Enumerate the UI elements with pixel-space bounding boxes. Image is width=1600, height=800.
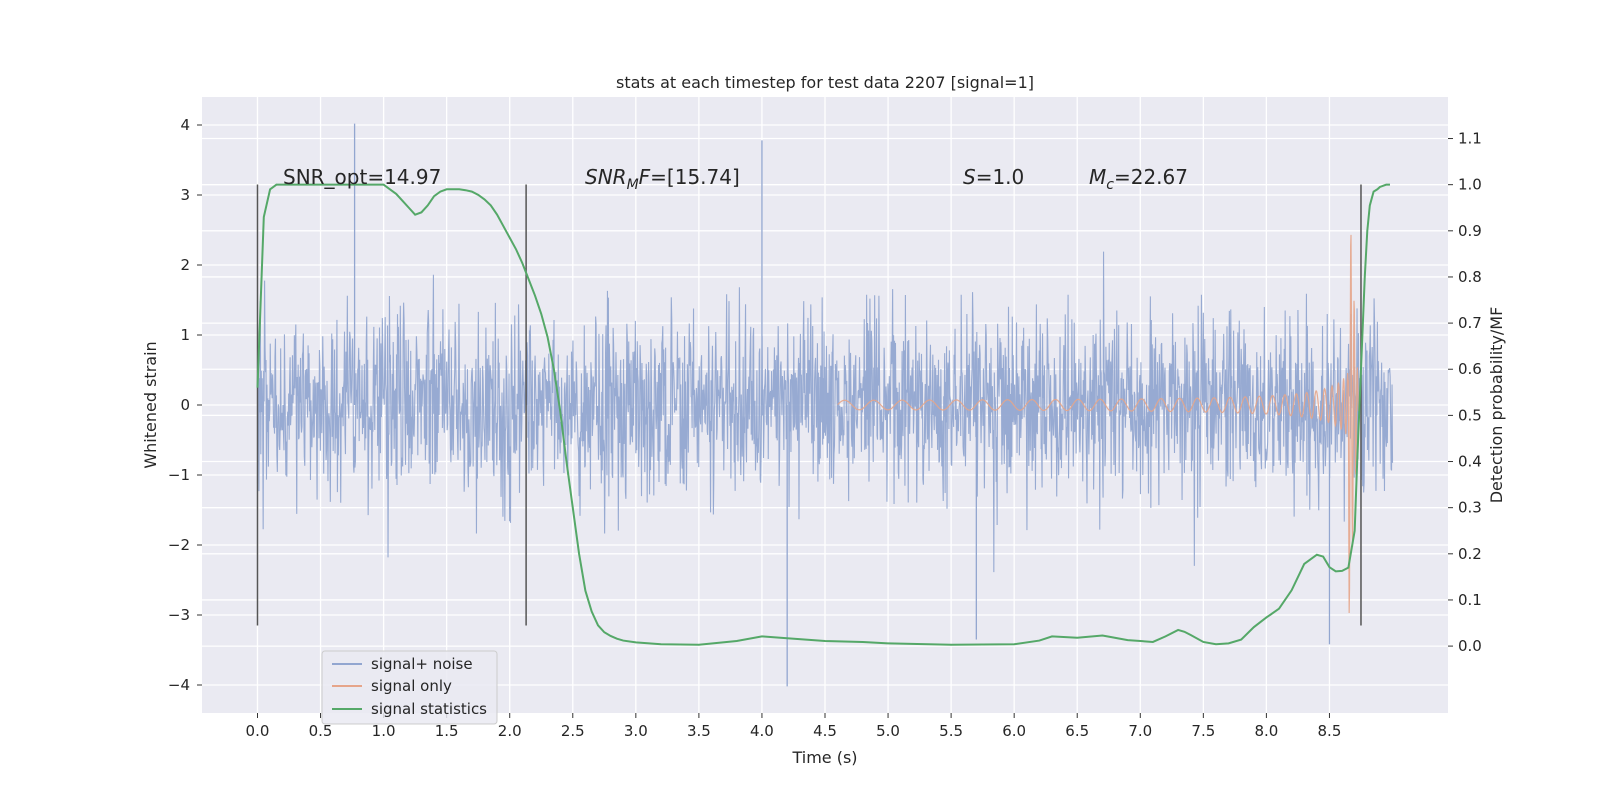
x-tick-label: 1.0 bbox=[372, 722, 396, 740]
x-axis-label: Time (s) bbox=[791, 748, 857, 767]
y-left-tick-label: −1 bbox=[168, 466, 190, 484]
x-tick-label: 7.0 bbox=[1128, 722, 1152, 740]
signal-statistics-line bbox=[256, 183, 1390, 646]
annotation-snr-mf-sub: M bbox=[627, 177, 639, 193]
y-right-tick-label: 1.1 bbox=[1458, 130, 1482, 148]
x-tick-label: 0.0 bbox=[246, 722, 270, 740]
y-right-tick-label: 0.1 bbox=[1458, 591, 1482, 609]
x-tick-label: 2.5 bbox=[561, 722, 585, 740]
y-left-tick-label: 3 bbox=[180, 186, 190, 204]
legend-label-signal-statistics: signal statistics bbox=[371, 700, 487, 718]
y-axis-left-label: Whitened strain bbox=[141, 341, 160, 468]
annotation-s-base: S bbox=[963, 165, 976, 189]
annotation-snr-mf-tail: F bbox=[639, 165, 651, 189]
y-right-tick-label: 1.0 bbox=[1458, 176, 1482, 194]
legend-label-signal-only: signal only bbox=[371, 677, 452, 695]
x-tick-label: 8.5 bbox=[1318, 722, 1342, 740]
x-tick-label: 4.0 bbox=[750, 722, 774, 740]
y-right-tick-label: 0.8 bbox=[1458, 268, 1482, 286]
y-left-tick-label: 2 bbox=[180, 256, 190, 274]
event-markers bbox=[256, 184, 1362, 626]
x-tick-label: 5.5 bbox=[939, 722, 963, 740]
x-tick-label: 3.0 bbox=[624, 722, 648, 740]
y-right-tick-label: 0.4 bbox=[1458, 453, 1482, 471]
y-right-tick-label: 0.9 bbox=[1458, 222, 1482, 240]
y-left-tick-label: −4 bbox=[168, 676, 190, 694]
signal-noise-series bbox=[256, 123, 1394, 687]
y-left-tick-label: −3 bbox=[168, 606, 190, 624]
x-axis: 0.0 0.5 1.0 1.5 2.0 2.5 3.0 3.5 4.0 4.5 5.0 5.5 6.0 6… bbox=[246, 713, 1342, 740]
x-tick-label: 4.5 bbox=[813, 722, 837, 740]
y-left-tick-label: 1 bbox=[180, 326, 190, 344]
y-right-tick-label: 0.6 bbox=[1458, 360, 1482, 378]
y-right-tick-label: 0.3 bbox=[1458, 499, 1482, 517]
x-tick-label: 0.5 bbox=[309, 722, 333, 740]
legend-label-signal-noise: signal+ noise bbox=[371, 655, 473, 673]
x-tick-label: 2.0 bbox=[498, 722, 522, 740]
signal-only-series bbox=[837, 234, 1360, 613]
annotation-mc-value: =22.67 bbox=[1114, 165, 1188, 189]
signal-noise-line bbox=[256, 251, 1394, 573]
y-axis-right: 1.1 1.0 0.9 0.8 0.7 0.6 0.5 0.4 0.3 0.2 0.1 0.0 bbox=[1448, 130, 1482, 655]
x-tick-label: 5.0 bbox=[876, 722, 900, 740]
y-left-tick-label: −2 bbox=[168, 536, 190, 554]
y-left-tick-label: 4 bbox=[180, 116, 190, 134]
x-tick-label: 8.0 bbox=[1254, 722, 1278, 740]
legend-box bbox=[321, 650, 498, 725]
annotation-s-value: =1.0 bbox=[976, 165, 1025, 189]
annotation-snr-mf-value: =[15.74] bbox=[650, 165, 740, 189]
y-right-tick-label: 0.0 bbox=[1458, 637, 1482, 655]
annotation-snr-mf-base: SNR bbox=[585, 165, 627, 189]
x-tick-label: 3.5 bbox=[687, 722, 711, 740]
annotation-snr-opt: SNR_opt=14.97 bbox=[283, 165, 441, 189]
annotation-mc: Mc=22.67 bbox=[1089, 165, 1188, 193]
annotation-snr-mf: SNRMF=[15.74] bbox=[585, 165, 740, 193]
y-axis-left: 4 3 2 1 0 −1 −2 −3 −4 bbox=[168, 116, 202, 694]
y-right-tick-label: 0.2 bbox=[1458, 545, 1482, 563]
y-axis-right-label: Detection probability/MF bbox=[1487, 307, 1506, 504]
annotation-mc-sub: c bbox=[1106, 177, 1114, 193]
y-right-tick-label: 0.5 bbox=[1458, 406, 1482, 424]
signal-statistics-series bbox=[256, 183, 1390, 646]
annotation-s: S=1.0 bbox=[963, 165, 1024, 189]
y-right-tick-label: 0.7 bbox=[1458, 314, 1482, 332]
legend: signal+ noise signal only signal statist… bbox=[321, 650, 498, 725]
x-tick-label: 6.5 bbox=[1065, 722, 1089, 740]
annotation-mc-base: M bbox=[1089, 165, 1106, 189]
x-tick-label: 6.0 bbox=[1002, 722, 1026, 740]
x-tick-label: 1.5 bbox=[435, 722, 459, 740]
chart-title: stats at each timestep for test data 220… bbox=[616, 73, 1034, 92]
y-left-tick-label: 0 bbox=[180, 396, 190, 414]
x-tick-label: 7.5 bbox=[1191, 722, 1215, 740]
signal-only-line bbox=[837, 234, 1360, 613]
annotations: SNR_opt=14.97 SNRMF=[15.74] S=1.0 Mc=22.… bbox=[283, 165, 1188, 193]
